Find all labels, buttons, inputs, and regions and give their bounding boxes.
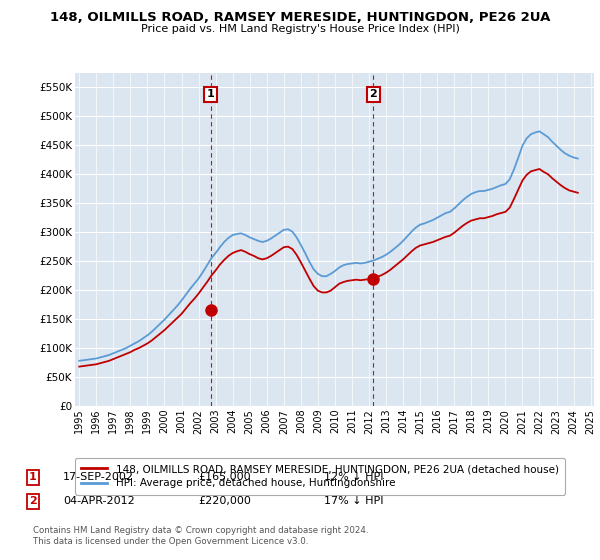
Text: 2: 2	[29, 496, 37, 506]
Legend: 148, OILMILLS ROAD, RAMSEY MERESIDE, HUNTINGDON, PE26 2UA (detached house), HPI:: 148, OILMILLS ROAD, RAMSEY MERESIDE, HUN…	[75, 458, 565, 494]
Text: £165,000: £165,000	[198, 472, 251, 482]
Text: 2: 2	[370, 90, 377, 100]
Text: 04-APR-2012: 04-APR-2012	[63, 496, 135, 506]
Text: 148, OILMILLS ROAD, RAMSEY MERESIDE, HUNTINGDON, PE26 2UA: 148, OILMILLS ROAD, RAMSEY MERESIDE, HUN…	[50, 11, 550, 24]
Text: 17% ↓ HPI: 17% ↓ HPI	[324, 496, 383, 506]
Text: 1: 1	[207, 90, 215, 100]
Text: Contains HM Land Registry data © Crown copyright and database right 2024.
This d: Contains HM Land Registry data © Crown c…	[33, 526, 368, 546]
Text: 17-SEP-2002: 17-SEP-2002	[63, 472, 134, 482]
Text: Price paid vs. HM Land Registry's House Price Index (HPI): Price paid vs. HM Land Registry's House …	[140, 24, 460, 34]
Text: £220,000: £220,000	[198, 496, 251, 506]
Text: 12% ↓ HPI: 12% ↓ HPI	[324, 472, 383, 482]
Text: 1: 1	[29, 472, 37, 482]
